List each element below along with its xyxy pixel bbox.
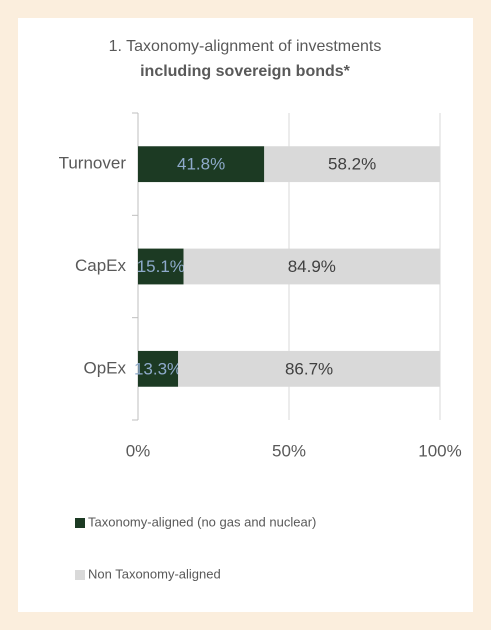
- legend-label: Taxonomy-aligned (no gas and nuclear): [88, 514, 316, 529]
- y-tick-label: OpEx: [83, 358, 126, 377]
- chart-title: 1. Taxonomy-alignment of investments: [109, 38, 382, 55]
- bar-segment: [178, 350, 440, 387]
- data-label: 41.8%: [177, 155, 225, 174]
- legend-label: Non Taxonomy-aligned: [88, 566, 221, 581]
- panel: [18, 18, 473, 612]
- y-tick-label: Turnover: [59, 154, 127, 173]
- x-tick-label: 100%: [418, 441, 461, 460]
- x-tick-label: 50%: [272, 441, 306, 460]
- bar-segment: [183, 248, 441, 285]
- y-tick-label: CapEx: [75, 256, 127, 275]
- data-label: 86.7%: [285, 359, 333, 378]
- chart-subtitle: including sovereign bonds*: [140, 63, 351, 80]
- data-label: 58.2%: [328, 155, 376, 174]
- data-label: 15.1%: [137, 257, 185, 276]
- bar-segment: [138, 248, 184, 285]
- bar-segment: [138, 146, 265, 183]
- legend-swatch: [75, 570, 85, 580]
- bar-segment: [264, 146, 440, 183]
- x-tick-label: 0%: [126, 441, 151, 460]
- legend-swatch: [75, 518, 85, 528]
- data-label: 84.9%: [288, 257, 336, 276]
- bar-segment: [138, 350, 179, 387]
- data-label: 13.3%: [134, 359, 182, 378]
